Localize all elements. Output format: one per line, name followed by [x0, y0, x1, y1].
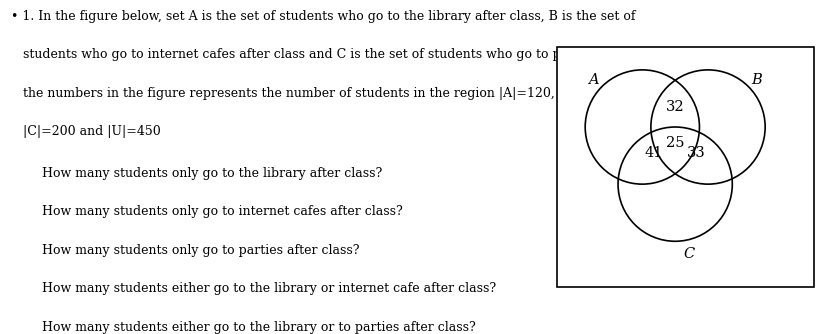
Text: 25: 25 [665, 136, 684, 150]
Text: • 1. In the figure below, set A is the set of students who go to the library aft: • 1. In the figure below, set A is the s… [11, 10, 635, 23]
Text: C: C [683, 247, 694, 261]
Text: How many students only go to the library after class?: How many students only go to the library… [41, 167, 381, 180]
Text: How many students either go to the library or to parties after class?: How many students either go to the libra… [41, 321, 475, 334]
Text: 33: 33 [686, 146, 705, 160]
Text: How many students only go to parties after class?: How many students only go to parties aft… [41, 244, 359, 257]
Text: How many students only go to internet cafes after class?: How many students only go to internet ca… [41, 205, 402, 218]
Text: the numbers in the figure represents the number of students in the region |A|=12: the numbers in the figure represents the… [11, 87, 614, 100]
Text: |C|=200 and |U|=450: |C|=200 and |U|=450 [11, 125, 160, 138]
Text: students who go to internet cafes after class and C is the set of students who g: students who go to internet cafes after … [11, 48, 670, 61]
Text: A: A [587, 73, 598, 87]
Text: B: B [751, 73, 762, 87]
Text: 32: 32 [665, 100, 684, 114]
Text: How many students either go to the library or internet cafe after class?: How many students either go to the libra… [41, 282, 495, 295]
Text: 41: 41 [643, 146, 662, 160]
FancyBboxPatch shape [556, 47, 813, 287]
